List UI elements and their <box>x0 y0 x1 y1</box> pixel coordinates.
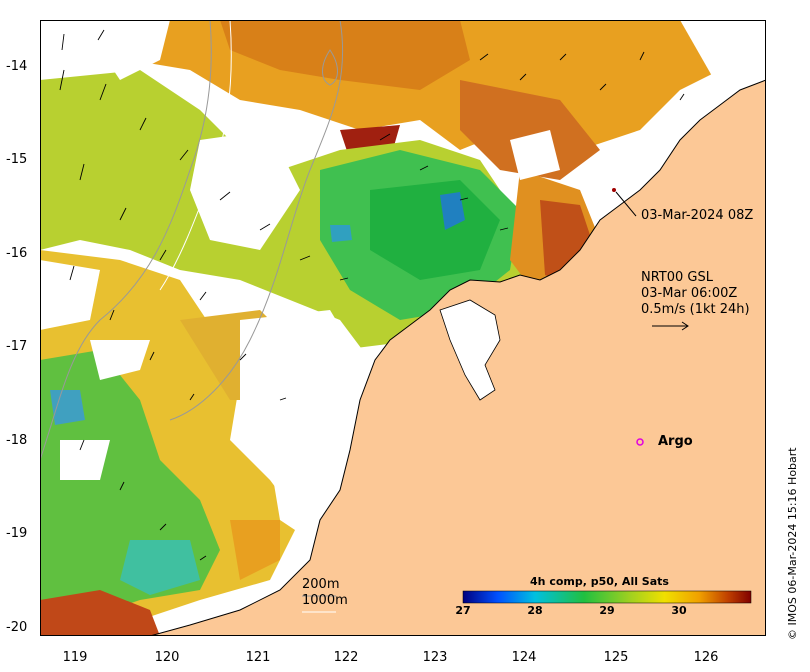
colorbar-tick: 29 <box>599 604 615 617</box>
depth-200-label: 200m <box>302 577 340 592</box>
lat-tick-label: -17 <box>6 339 28 354</box>
lat-tick-label: -20 <box>6 620 28 635</box>
argo-label: Argo <box>658 434 693 449</box>
lon-tick-label: 126 <box>693 650 719 665</box>
track-time-label: 03-Mar-2024 08Z <box>641 208 754 223</box>
lon-tick-label: 120 <box>154 650 180 665</box>
depth-contours-200 <box>159 20 232 291</box>
lon-tick-label: 121 <box>245 650 271 665</box>
lon-tick-label: 125 <box>603 650 629 665</box>
sst-map[interactable] <box>40 20 766 636</box>
lat-tick-label: -19 <box>6 526 28 541</box>
vector-scale-label: 0.5m/s (1kt 24h) <box>641 302 750 317</box>
vector-time-label: 03-Mar 06:00Z <box>641 286 738 301</box>
lat-tick-label: -16 <box>6 246 28 261</box>
vector-source-label: NRT00 GSL <box>641 270 713 285</box>
credit-text: © IMOS 06-Mar-2024 15:16 Hobart <box>786 447 799 640</box>
lon-tick-label: 119 <box>62 650 88 665</box>
lat-tick-label: -15 <box>6 152 28 167</box>
lon-tick-label: 124 <box>511 650 537 665</box>
track-leader <box>615 191 637 217</box>
lon-tick-label: 123 <box>422 650 448 665</box>
colorbar-tick: 30 <box>671 604 687 617</box>
lat-tick-label: -18 <box>6 433 28 448</box>
estuary <box>439 299 501 401</box>
colorbar-tick: 27 <box>455 604 471 617</box>
argo-marker <box>636 438 644 446</box>
depth-contours <box>40 20 344 461</box>
depth-1000-label: 1000m <box>302 593 348 608</box>
lon-tick-label: 122 <box>333 650 359 665</box>
scale-vector-arrow <box>652 321 689 331</box>
track-marker <box>612 188 616 192</box>
sst-field <box>40 20 740 636</box>
map-frame[interactable] <box>40 20 766 636</box>
colorbar-tick: 28 <box>527 604 543 617</box>
lat-tick-label: -14 <box>6 59 28 74</box>
colorbar <box>462 590 752 604</box>
current-vectors <box>59 29 685 561</box>
colorbar-title: 4h comp, p50, All Sats <box>530 575 669 588</box>
